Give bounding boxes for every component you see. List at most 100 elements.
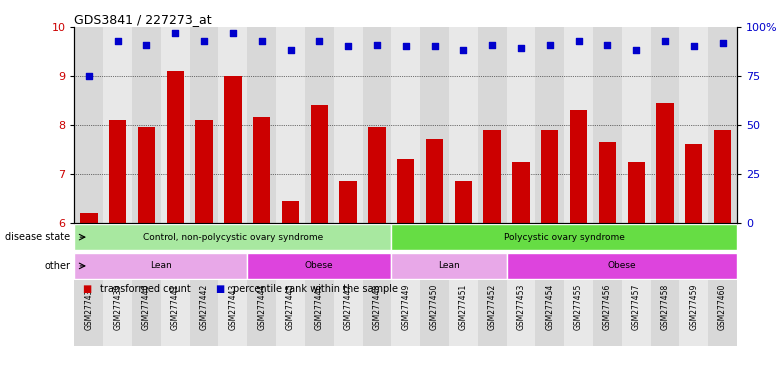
Bar <box>651 280 680 346</box>
Bar <box>161 27 190 223</box>
Bar <box>305 280 334 346</box>
Text: GSM277444: GSM277444 <box>257 283 267 330</box>
Text: Lean: Lean <box>438 262 459 270</box>
Bar <box>74 27 103 223</box>
Text: GSM277450: GSM277450 <box>430 283 439 330</box>
Text: Polycystic ovary syndrome: Polycystic ovary syndrome <box>503 233 625 242</box>
Bar <box>512 162 529 384</box>
Text: GSM277455: GSM277455 <box>574 283 583 330</box>
Text: GSM277447: GSM277447 <box>343 283 353 330</box>
Point <box>285 47 297 53</box>
Point <box>82 73 95 79</box>
Text: GSM277457: GSM277457 <box>632 283 641 330</box>
Text: Obese: Obese <box>305 262 334 270</box>
Point <box>486 41 499 48</box>
Bar <box>593 280 622 346</box>
Text: transformed count: transformed count <box>100 284 191 294</box>
Bar <box>103 27 132 223</box>
Point <box>111 38 124 44</box>
Bar <box>276 27 305 223</box>
Point <box>514 45 527 51</box>
Bar <box>685 144 702 384</box>
Point <box>227 30 239 36</box>
Bar <box>506 280 535 346</box>
Text: GSM277443: GSM277443 <box>228 283 238 330</box>
Bar <box>195 120 212 384</box>
Text: GSM277438: GSM277438 <box>85 283 93 330</box>
Text: Lean: Lean <box>150 262 172 270</box>
Bar <box>506 27 535 223</box>
Text: GSM277458: GSM277458 <box>660 283 670 330</box>
Bar <box>391 280 420 346</box>
Text: GSM277460: GSM277460 <box>718 283 727 330</box>
Bar <box>708 27 737 223</box>
Point <box>457 47 470 53</box>
Bar <box>426 139 443 384</box>
Bar <box>391 27 420 223</box>
Bar <box>622 27 651 223</box>
Bar <box>219 27 247 223</box>
Bar <box>477 27 506 223</box>
Bar <box>420 27 449 223</box>
Bar <box>484 130 501 384</box>
Text: GSM277445: GSM277445 <box>286 283 295 330</box>
Bar <box>362 27 391 223</box>
Text: GSM277440: GSM277440 <box>142 283 151 330</box>
Bar <box>253 118 270 384</box>
Bar <box>74 280 103 346</box>
Point <box>169 30 182 36</box>
Text: GSM277452: GSM277452 <box>488 283 496 330</box>
Bar <box>368 127 386 384</box>
Bar <box>247 280 276 346</box>
Bar <box>161 280 190 346</box>
Bar <box>362 280 391 346</box>
Bar <box>397 159 415 384</box>
Bar <box>656 103 673 384</box>
Text: GSM277446: GSM277446 <box>315 283 324 330</box>
Text: GSM277439: GSM277439 <box>113 283 122 330</box>
Bar <box>138 127 155 384</box>
Point <box>659 38 671 44</box>
Bar <box>651 27 680 223</box>
Bar <box>506 253 737 279</box>
Bar <box>109 120 126 384</box>
Bar <box>334 280 362 346</box>
Bar <box>708 280 737 346</box>
Point <box>428 43 441 50</box>
Text: GDS3841 / 227273_at: GDS3841 / 227273_at <box>74 13 212 26</box>
Point <box>601 41 614 48</box>
Point <box>342 43 354 50</box>
Bar <box>680 27 708 223</box>
Bar <box>714 130 731 384</box>
Bar <box>680 280 708 346</box>
Bar <box>627 162 644 384</box>
Bar <box>247 253 391 279</box>
Text: percentile rank within the sample: percentile rank within the sample <box>233 284 397 294</box>
Bar <box>74 253 247 279</box>
Bar <box>449 280 477 346</box>
Bar <box>391 224 737 250</box>
Text: GSM277456: GSM277456 <box>603 283 612 330</box>
Bar <box>334 27 362 223</box>
Bar <box>132 27 161 223</box>
Bar <box>282 201 299 384</box>
Bar <box>622 280 651 346</box>
Point <box>140 41 153 48</box>
Point <box>688 43 700 50</box>
Bar <box>190 27 219 223</box>
Point <box>313 38 325 44</box>
Bar <box>599 142 616 384</box>
Bar <box>391 253 506 279</box>
Point <box>256 38 268 44</box>
Point <box>198 38 210 44</box>
Point <box>630 47 642 53</box>
Bar <box>80 213 97 384</box>
Bar <box>535 280 564 346</box>
Point <box>717 40 729 46</box>
Bar <box>570 110 587 384</box>
Text: GSM277453: GSM277453 <box>517 283 525 330</box>
Bar <box>74 224 391 250</box>
Bar <box>103 280 132 346</box>
Text: GSM277442: GSM277442 <box>200 283 209 330</box>
Bar <box>339 181 357 384</box>
